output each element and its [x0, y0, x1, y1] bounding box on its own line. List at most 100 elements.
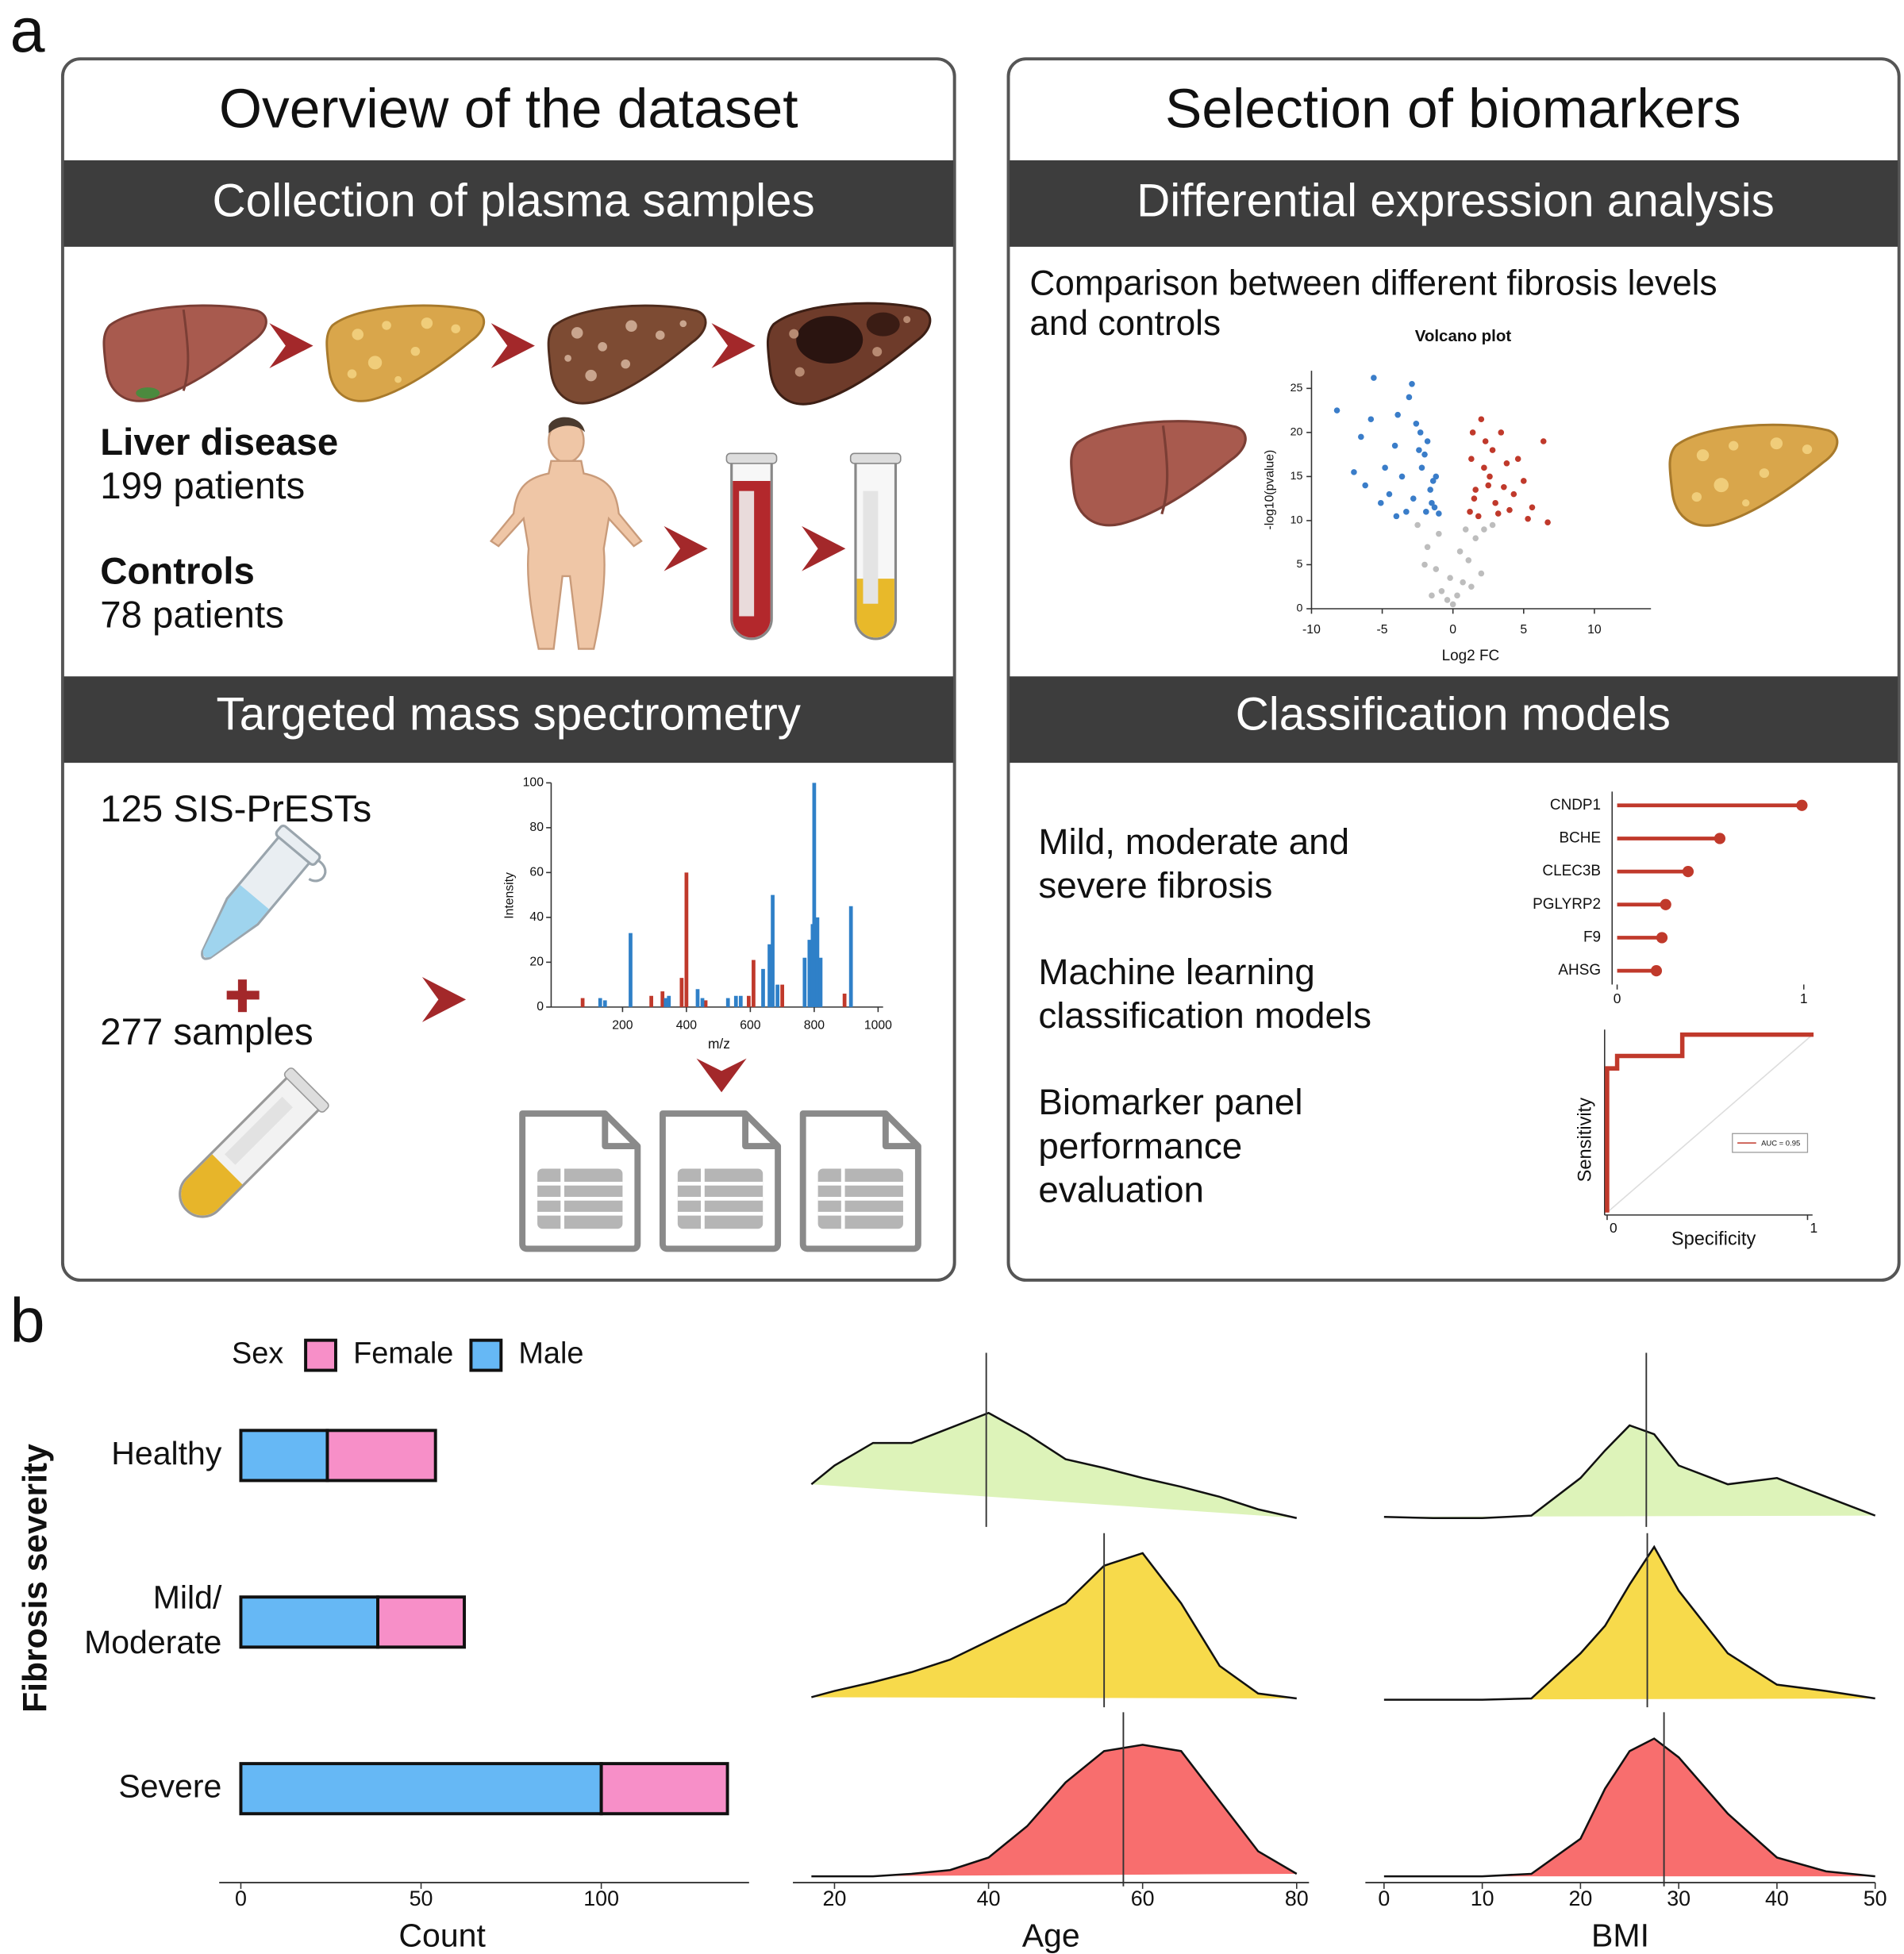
bar-segment [376, 1595, 467, 1649]
x-tick-label: 40 [977, 1887, 1001, 1910]
point [1489, 447, 1496, 453]
x-axis-label: Specificity [1671, 1229, 1756, 1250]
point [1414, 521, 1421, 529]
point [1429, 478, 1437, 484]
peak [775, 984, 779, 1007]
peak [842, 993, 847, 1007]
peak [807, 940, 812, 1007]
peak [812, 783, 817, 1007]
point [1472, 535, 1479, 541]
point [1410, 495, 1417, 502]
point [1409, 381, 1415, 387]
feature-label: AHSG [1558, 962, 1601, 979]
density-ridge [1383, 1424, 1876, 1520]
peak [667, 995, 671, 1007]
density-ridge [811, 1552, 1297, 1700]
y-tick-label: 0 [537, 1000, 544, 1014]
x-tick-label: 400 [676, 1019, 698, 1033]
section-header: Differential expression analysis [1137, 175, 1775, 227]
x-tick-label: 20 [1568, 1887, 1592, 1910]
point [1494, 510, 1502, 517]
point [1525, 515, 1531, 522]
point [1498, 429, 1505, 436]
point [1429, 499, 1435, 506]
peak [629, 933, 633, 1007]
point [1421, 561, 1428, 568]
liver-fatty [1668, 423, 1839, 527]
point [1510, 490, 1517, 498]
standard-count: 125 SIS-PrESTs [100, 788, 371, 830]
y-tick-label: 100 [523, 776, 544, 790]
point [1431, 504, 1438, 511]
peak [802, 957, 807, 1007]
point [1333, 407, 1340, 413]
bar-segment [239, 1429, 329, 1483]
x-tick-label: 30 [1667, 1887, 1691, 1910]
point [1421, 451, 1428, 458]
point [1424, 544, 1431, 551]
point [1475, 513, 1482, 520]
point [1529, 504, 1536, 511]
x-tick-label: 0 [1378, 1887, 1390, 1910]
x-tick-label: 50 [1864, 1887, 1887, 1910]
panel-label: b [10, 1286, 45, 1356]
point [1478, 416, 1485, 423]
point [1478, 570, 1485, 577]
peak [761, 968, 765, 1007]
step-text: Biomarker panel [1038, 1082, 1302, 1122]
header-band [63, 676, 954, 764]
point [1433, 566, 1440, 572]
peak [679, 978, 684, 1007]
point [1468, 583, 1475, 590]
peak [602, 1000, 607, 1007]
tube-blood [725, 452, 778, 640]
peak [649, 995, 653, 1007]
peak [684, 872, 689, 1007]
point [1468, 456, 1475, 462]
point [1514, 456, 1521, 462]
point [1362, 482, 1368, 489]
point [1436, 530, 1442, 537]
x-axis-label: Log2 FC [1442, 648, 1500, 664]
peak [752, 960, 756, 1007]
x-tick-label: 10 [1587, 623, 1602, 637]
point [1503, 460, 1510, 467]
point [1481, 526, 1487, 533]
legend-label: AUC = 0.95 [1761, 1139, 1800, 1148]
point [1394, 411, 1401, 418]
y-tick-label: 5 [1297, 558, 1303, 571]
sample-tube-icon [179, 1067, 329, 1218]
x-tick-label: 10 [1471, 1887, 1494, 1910]
roc-curve [1605, 1032, 1814, 1213]
point [1406, 394, 1413, 401]
point [1391, 442, 1398, 449]
x-tick-label: 60 [1131, 1887, 1155, 1910]
point [1378, 499, 1384, 506]
point [1540, 438, 1547, 444]
peak [725, 998, 730, 1007]
point [1456, 548, 1464, 555]
x-axis-label: BMI [1591, 1917, 1649, 1953]
description: Comparison between different fibrosis le… [1029, 264, 1717, 303]
liver-fibrotic [547, 304, 707, 405]
reference-line [1606, 1034, 1814, 1214]
sample-count: 277 samples [100, 1011, 313, 1053]
x-tick-label: 600 [740, 1019, 761, 1033]
point [1358, 433, 1364, 440]
eppendorf-icon [201, 825, 327, 960]
data-file-icon [803, 1114, 918, 1248]
y-axis-label: Intensity [503, 872, 517, 919]
group-count: 78 patients [100, 594, 284, 637]
tube-plasma [849, 452, 902, 640]
x-tick-label: -5 [1377, 623, 1388, 637]
point [1544, 519, 1551, 525]
section-header: Collection of plasma samples [212, 175, 814, 227]
point [1481, 464, 1487, 471]
feature-label: F9 [1583, 929, 1601, 945]
point [1465, 557, 1472, 564]
peak [747, 995, 751, 1007]
group-count: 199 patients [100, 465, 305, 507]
category-label: Severe [118, 1768, 221, 1805]
y-axis-label: -log10(pvalue) [1264, 450, 1277, 530]
